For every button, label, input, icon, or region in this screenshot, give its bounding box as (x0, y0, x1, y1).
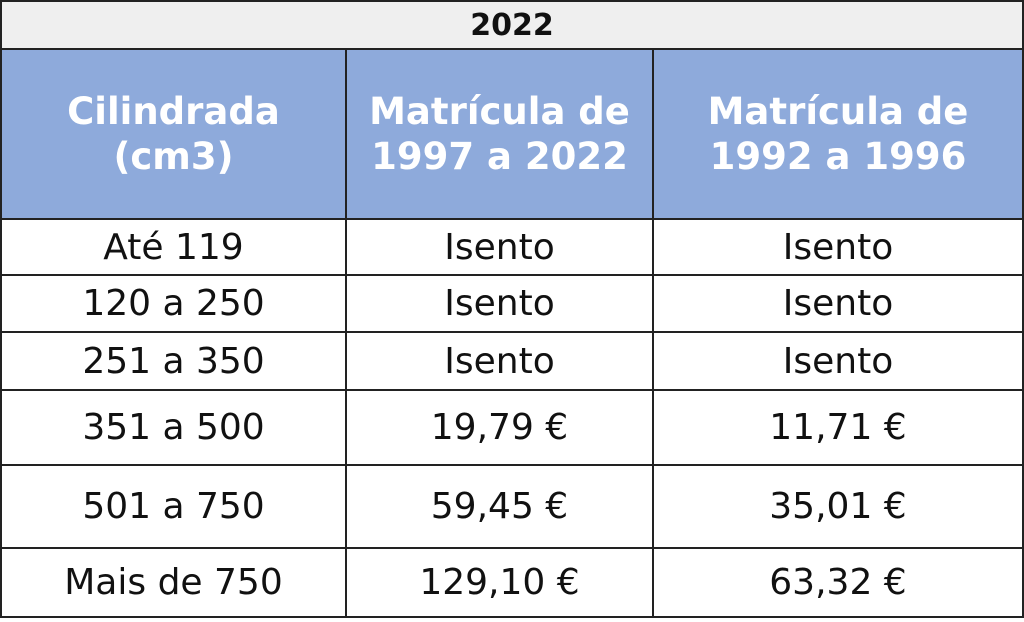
title-row: 2022 (0, 0, 1024, 50)
column-header: Matrícula de 1992 a 1996 (652, 48, 1024, 220)
table-row: 120 a 250 Isento Isento (0, 274, 1024, 333)
table-title: 2022 (0, 0, 1024, 50)
table-cell: 19,79 € (345, 389, 654, 466)
table-cell: Isento (345, 218, 654, 276)
table-row: 501 a 750 59,45 €35,01 € (0, 464, 1024, 549)
table-cell: 59,45 € (345, 464, 654, 549)
table-cell: 129,10 € (345, 547, 654, 618)
table-cell: Isento (652, 274, 1024, 333)
table-cell: 11,71 € (652, 389, 1024, 466)
table-row: 251 a 350 Isento Isento (0, 331, 1024, 391)
table-cell: Isento (652, 331, 1024, 391)
table-cell: Até 119 (0, 218, 347, 276)
table-cell: Isento (652, 218, 1024, 276)
table-cell: 251 a 350 (0, 331, 347, 391)
table-cell: Isento (345, 331, 654, 391)
table-cell: Mais de 750 (0, 547, 347, 618)
table-row: Mais de 750 129,10 €63,32 € (0, 547, 1024, 618)
table-cell: 35,01 € (652, 464, 1024, 549)
table-body: Até 119 Isento Isento 120 a 250 Isento Isento… (0, 218, 1024, 618)
table-cell: 351 a 500 (0, 389, 347, 466)
column-header: Cilindrada (cm3) (0, 48, 347, 220)
table-cell: 501 a 750 (0, 464, 347, 549)
table-cell: Isento (345, 274, 654, 333)
table-cell: 63,32 € (652, 547, 1024, 618)
column-header: Matrícula de 1997 a 2022 (345, 48, 654, 220)
table-cell: 120 a 250 (0, 274, 347, 333)
table-row: 351 a 500 19,79 €11,71 € (0, 389, 1024, 466)
table-row: Até 119 Isento Isento (0, 218, 1024, 276)
header-row: Cilindrada (cm3) Matrícula de 1997 a 2022… (0, 48, 1024, 220)
